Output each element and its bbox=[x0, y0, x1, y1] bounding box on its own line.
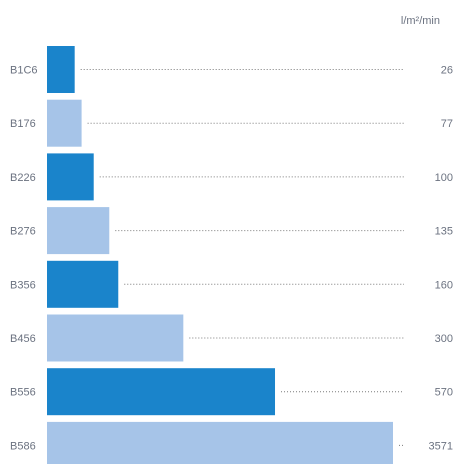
bar bbox=[47, 46, 75, 93]
bar-row: B276 135 bbox=[10, 207, 453, 255]
bar-row: B226 100 bbox=[10, 153, 453, 201]
chart-rows: B1C6 26 B176 77 B226 100 B276 135 B356 160 B456 300… bbox=[10, 46, 453, 464]
value-label: 100 bbox=[435, 172, 453, 184]
value-label: 160 bbox=[435, 279, 453, 291]
value-label: 3571 bbox=[429, 440, 453, 452]
bar-row: B1C6 26 bbox=[10, 46, 453, 93]
bar-row: B356 160 bbox=[10, 260, 453, 308]
bar bbox=[47, 207, 110, 255]
value-label: 300 bbox=[435, 333, 453, 345]
bar bbox=[47, 153, 94, 201]
bar-row: B456 300 bbox=[10, 314, 453, 362]
category-label: B456 bbox=[10, 333, 36, 345]
value-label: 77 bbox=[441, 118, 453, 130]
bar bbox=[47, 260, 119, 308]
bar bbox=[47, 421, 393, 464]
bar bbox=[47, 99, 82, 147]
bar bbox=[47, 368, 276, 416]
bar-row: B556 570 bbox=[10, 368, 453, 416]
category-label: B226 bbox=[10, 172, 36, 184]
value-label: 135 bbox=[435, 226, 453, 238]
category-label: B276 bbox=[10, 226, 36, 238]
bar-row: B586 3571 bbox=[10, 421, 453, 464]
value-label: 570 bbox=[435, 387, 453, 399]
category-label: B556 bbox=[10, 387, 36, 399]
unit-label: l/m²/min bbox=[401, 15, 440, 27]
bar-row: B176 77 bbox=[10, 99, 453, 147]
category-label: B586 bbox=[10, 440, 36, 452]
category-label: B176 bbox=[10, 118, 36, 130]
bar bbox=[47, 314, 184, 362]
value-label: 26 bbox=[441, 65, 453, 77]
category-label: B356 bbox=[10, 279, 36, 291]
category-label: B1C6 bbox=[10, 65, 38, 77]
